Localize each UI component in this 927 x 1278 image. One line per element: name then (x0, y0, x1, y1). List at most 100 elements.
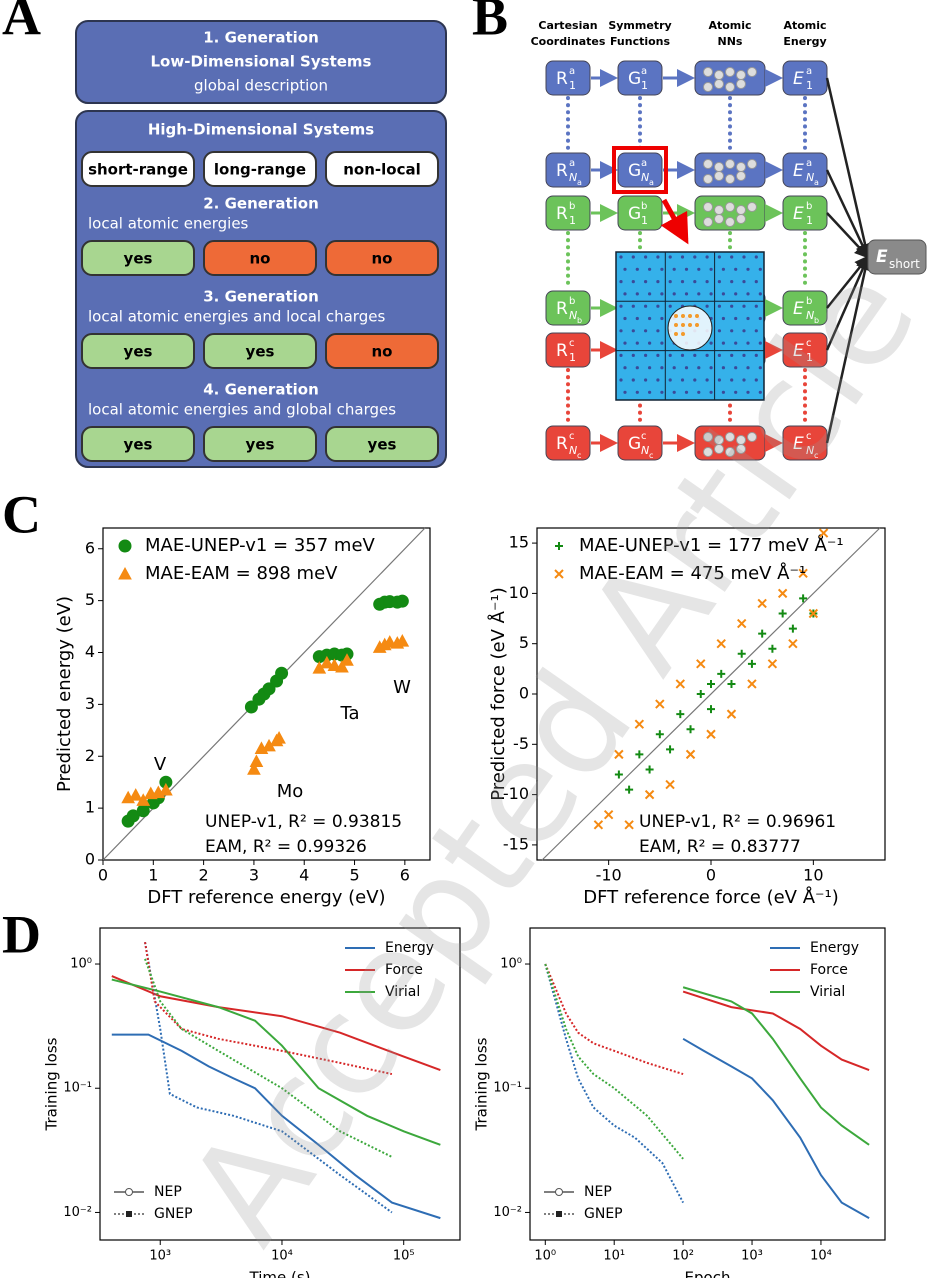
x-tick-label: 10⁰ (534, 1249, 556, 1264)
atom (648, 292, 652, 296)
atom (668, 353, 672, 357)
answer-label: yes (124, 436, 153, 454)
range-box (203, 151, 317, 187)
legend-label: MAE-UNEP-v1 = 177 meV Å⁻¹ (579, 534, 844, 556)
atom (648, 316, 652, 321)
scatter-point (717, 669, 726, 678)
atom (680, 378, 685, 382)
scatter-point (808, 608, 819, 619)
atom (680, 255, 685, 259)
range-label: short-range (88, 161, 188, 179)
nn-node (703, 159, 713, 169)
atom (742, 255, 746, 259)
nn-node (703, 432, 713, 442)
low-dim-box (75, 20, 447, 104)
answer-box (203, 426, 317, 462)
answer-box (325, 426, 439, 462)
plot-area (99, 927, 461, 1241)
atom (619, 304, 623, 308)
atom (656, 353, 660, 357)
legend-marker (118, 539, 132, 553)
scatter-point (634, 719, 645, 729)
atom (734, 316, 738, 321)
atom (623, 267, 627, 271)
x-tick-label: 10 (803, 866, 823, 885)
symbol-label: Rb 1 (556, 201, 576, 227)
scatter-point (675, 679, 686, 689)
symbol-label: Rc 1 (556, 338, 576, 364)
nn-node (714, 79, 724, 89)
legend-marker (125, 1188, 133, 1196)
atom (619, 329, 623, 333)
scatter-point (686, 725, 695, 734)
atom (660, 390, 664, 394)
atom (705, 304, 709, 308)
atom (717, 255, 722, 259)
symbol-label: Gc Nc (628, 431, 653, 460)
subscript: 1 (569, 214, 576, 227)
atom (635, 316, 639, 321)
atom (668, 378, 672, 382)
y-tick-label: 5 (85, 590, 95, 609)
atom (742, 353, 746, 357)
answer-box (81, 240, 195, 276)
scatter-point (696, 690, 705, 698)
nn-node (736, 444, 746, 454)
scatter-point (818, 528, 829, 538)
scatter-point (767, 659, 778, 669)
plot-area (529, 927, 886, 1241)
loss-line (544, 963, 685, 1204)
nn-node (714, 205, 724, 215)
atom (709, 292, 713, 296)
legend-label: NEP (154, 1184, 182, 1200)
atom (631, 280, 635, 284)
atom (660, 341, 664, 345)
symbol: E (793, 341, 804, 361)
x-tick-label: -10 (596, 866, 622, 885)
scatter-point (707, 705, 715, 714)
atom (695, 323, 699, 327)
x-tick-label: 10¹ (603, 1249, 625, 1264)
output-box (867, 239, 927, 275)
scatter-point (798, 568, 808, 578)
node-box (545, 60, 591, 96)
y-tick-label: -10 (503, 784, 529, 803)
box-title: High-Dimensional Systems (148, 121, 374, 139)
symbol: E (793, 299, 804, 319)
atom (648, 267, 652, 271)
atom (623, 390, 627, 394)
symbol-label: Ga Na (628, 158, 654, 187)
atom (746, 316, 750, 321)
scatter-point (136, 793, 151, 806)
atom (758, 366, 762, 370)
scatter-point (706, 729, 716, 739)
atom (660, 292, 664, 296)
atom (721, 341, 726, 345)
scatter-point (593, 820, 604, 830)
legend-label: Force (810, 962, 848, 978)
scatter-point (645, 765, 654, 774)
scatter-point (747, 679, 757, 689)
atom (754, 280, 758, 284)
scatter-point (126, 809, 140, 823)
atom (754, 378, 758, 382)
atom (697, 390, 701, 394)
node-box (617, 60, 663, 96)
y-axis-label: Predicted energy (eV) (54, 596, 75, 792)
legend-label: Virial (385, 984, 420, 1000)
sum-line (826, 212, 870, 259)
node-box (545, 290, 591, 326)
answer-label: yes (246, 343, 275, 361)
subscript: 1 (641, 79, 648, 92)
symbol-label: Ra 1 (556, 66, 576, 92)
range-label: long-range (214, 161, 306, 179)
x-tick-label: 10⁴ (271, 1249, 293, 1264)
superscript: b (641, 201, 647, 212)
symbol-label: Rb Nb (556, 296, 582, 325)
loss-line (111, 1033, 441, 1220)
atom (746, 341, 750, 345)
range-label: non-local (343, 161, 421, 179)
superscript: a (641, 158, 647, 169)
